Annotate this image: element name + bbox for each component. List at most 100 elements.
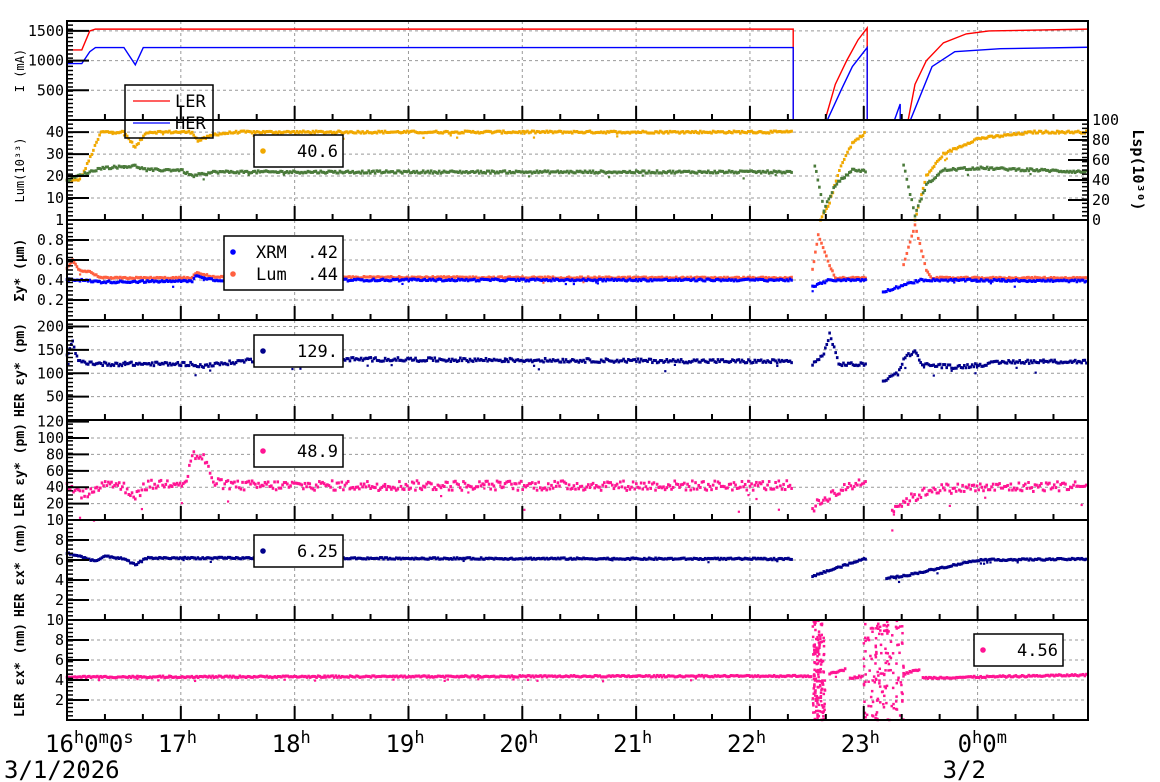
data-point (554, 170, 558, 174)
data-point (942, 275, 945, 279)
data-point (1003, 133, 1006, 137)
data-point (585, 357, 589, 361)
data-point (796, 674, 800, 678)
data-point (958, 144, 962, 148)
data-point (719, 276, 723, 280)
data-point (618, 278, 622, 282)
data-point (377, 557, 381, 561)
data-point (984, 557, 987, 561)
data-point (623, 275, 627, 279)
data-point (943, 152, 947, 156)
data-point (1061, 557, 1064, 561)
data-point (390, 130, 393, 134)
data-point (788, 483, 792, 487)
data-point (569, 487, 572, 491)
data-point (521, 170, 524, 174)
data-point (102, 555, 105, 559)
data-point (442, 275, 446, 279)
data-point (168, 129, 171, 133)
data-point (107, 279, 111, 283)
data-point (931, 166, 934, 170)
data-point (68, 675, 72, 679)
data-point (369, 275, 372, 279)
data-point (761, 275, 765, 279)
data-point (171, 675, 174, 679)
data-point (485, 278, 489, 282)
data-point (214, 675, 218, 679)
data-point (278, 130, 281, 134)
data-point (636, 357, 640, 361)
data-point (534, 557, 537, 561)
data-point (591, 169, 595, 173)
data-point (345, 275, 348, 279)
data-point (655, 130, 659, 134)
data-point (787, 130, 790, 134)
data-point (628, 558, 632, 562)
data-point (1067, 280, 1071, 284)
data-point (625, 557, 629, 561)
outlier-point (755, 497, 758, 501)
data-point (612, 556, 616, 560)
data-point (426, 130, 430, 134)
data-point (918, 493, 921, 497)
data-point (689, 488, 693, 492)
data-point (617, 674, 621, 678)
data-point (742, 485, 745, 489)
data-point (326, 483, 329, 487)
data-point (369, 487, 372, 491)
data-point (281, 483, 284, 487)
data-point (983, 276, 987, 280)
data-point (881, 290, 885, 294)
data-point (643, 674, 646, 678)
data-point (73, 175, 77, 179)
data-point (697, 169, 700, 173)
data-point (417, 277, 420, 281)
data-point (314, 169, 318, 173)
data-point (606, 674, 610, 678)
data-point (564, 358, 568, 362)
data-point (940, 483, 944, 487)
data-point (459, 556, 462, 560)
data-point (503, 482, 507, 486)
outlier-point (950, 369, 953, 372)
data-point (747, 674, 750, 678)
data-point (558, 276, 561, 280)
data-point (831, 279, 835, 283)
data-point (1022, 276, 1025, 280)
outlier-point (664, 370, 667, 373)
outlier-point (913, 350, 917, 353)
data-point (635, 674, 638, 678)
data-point (657, 278, 660, 282)
data-point (490, 277, 494, 281)
outlier-point (897, 580, 901, 584)
data-point (769, 129, 773, 133)
data-point (937, 491, 940, 495)
data-point (409, 356, 413, 360)
data-point (1026, 358, 1029, 362)
data-point (1051, 276, 1054, 280)
data-point (388, 130, 392, 134)
data-point (695, 358, 699, 362)
data-point (687, 277, 691, 281)
data-point (707, 360, 710, 364)
data-point (433, 170, 436, 174)
data-point (663, 277, 667, 281)
data-point (515, 358, 518, 362)
data-point (366, 357, 369, 361)
data-point (771, 278, 774, 282)
data-point (644, 171, 648, 175)
outlier-point (974, 372, 977, 375)
data-point (734, 170, 737, 174)
data-point (559, 556, 563, 560)
data-point (1034, 360, 1037, 364)
outlier-point (446, 678, 449, 681)
data-point (862, 278, 866, 282)
data-point (484, 171, 487, 175)
data-point (609, 359, 613, 363)
data-point (996, 359, 999, 363)
data-point (1057, 277, 1061, 281)
data-point (726, 170, 729, 174)
outlier-point (834, 675, 838, 678)
outlier-point (401, 282, 404, 286)
data-point (649, 557, 653, 561)
